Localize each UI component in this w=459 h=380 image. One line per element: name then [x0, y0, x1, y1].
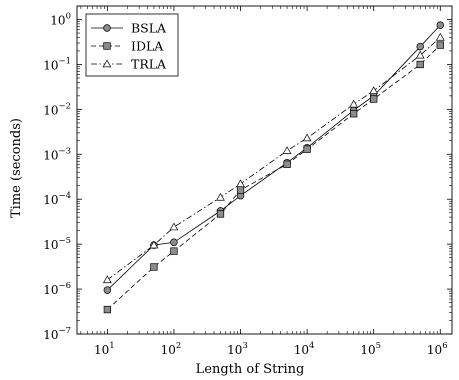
y-tick-base: 10: [43, 58, 58, 72]
x-tick-exponent: 3: [242, 341, 247, 351]
series-idla: [103, 41, 444, 314]
data-point: [436, 21, 445, 29]
series-trla: [102, 32, 445, 284]
y-tick-exponent: 0: [66, 12, 71, 22]
data-point: [349, 110, 358, 118]
legend-item: TRLA: [91, 57, 167, 72]
data-point: [370, 95, 378, 103]
x-tick-label: 106: [427, 341, 448, 357]
y-tick-exponent: −1: [58, 56, 71, 66]
x-tick-label: 102: [161, 341, 182, 357]
y-tick-base: 10: [50, 14, 65, 28]
y-tick-base: 10: [43, 238, 58, 252]
x-tick-base: 10: [427, 343, 442, 357]
legend-item: BSLA: [91, 21, 167, 36]
y-tick-base: 10: [43, 103, 58, 117]
x-axis-label: Length of String: [196, 362, 305, 377]
y-tick-exponent: −5: [58, 236, 71, 246]
y-tick-base: 10: [43, 193, 58, 207]
data-point: [150, 263, 158, 271]
data-point: [436, 41, 444, 49]
data-point: [149, 240, 159, 249]
y-tick-label: 10−2: [43, 101, 71, 117]
y-tick-exponent: −3: [58, 146, 71, 156]
y-tick-label: 10−7: [43, 326, 71, 342]
y-tick-exponent: −7: [58, 326, 71, 336]
data-point: [416, 60, 424, 69]
plot-area: [102, 21, 445, 314]
x-tick-base: 10: [360, 343, 375, 357]
y-tick-label: 10−4: [43, 191, 71, 207]
data-point: [216, 210, 225, 218]
data-point: [170, 247, 178, 255]
data-point: [349, 99, 359, 108]
x-tick-exponent: 4: [309, 341, 314, 351]
axis-ticks: 101 102 103 104 105 10610−710−610−510−410−310…: [43, 5, 452, 357]
x-tick-base: 10: [161, 343, 176, 357]
legend-item: IDLA: [91, 39, 164, 54]
data-point: [103, 305, 112, 314]
x-tick-base: 10: [227, 343, 242, 357]
x-tick-exponent: 2: [176, 341, 181, 351]
data-point: [216, 192, 225, 201]
x-tick-exponent: 1: [109, 341, 114, 351]
x-tick-label: 101: [94, 341, 115, 357]
y-tick-base: 10: [43, 283, 58, 297]
legend-label: BSLA: [131, 21, 167, 36]
data-point: [283, 160, 291, 168]
y-tick-base: 10: [43, 328, 58, 342]
y-tick-label: 10−6: [43, 281, 71, 297]
data-point: [103, 286, 112, 294]
plot-frame: [76, 5, 453, 335]
y-tick-exponent: −2: [58, 101, 71, 111]
y-axis-label: Time (seconds): [9, 118, 24, 218]
legend-marker: [103, 24, 111, 32]
data-point: [169, 222, 179, 231]
legend: BSLA IDLA TRLA: [85, 13, 179, 77]
x-tick-base: 10: [94, 343, 109, 357]
data-point: [415, 50, 425, 59]
data-point: [416, 42, 424, 51]
data-point: [236, 179, 245, 188]
legend-marker: [102, 59, 112, 68]
y-tick-base: 10: [43, 148, 58, 162]
legend-label: TRLA: [131, 57, 167, 72]
y-tick-label: 10−5: [43, 236, 71, 252]
data-point: [302, 133, 312, 142]
data-point: [303, 145, 311, 153]
legend-marker: [103, 42, 111, 50]
x-tick-label: 103: [227, 341, 248, 357]
x-tick-base: 10: [294, 343, 309, 357]
x-tick-exponent: 5: [376, 341, 381, 351]
data-point: [282, 146, 292, 154]
y-tick-label: 10−1: [43, 56, 71, 72]
y-tick-label: 10−3: [43, 146, 71, 162]
y-tick-exponent: −4: [58, 191, 71, 201]
x-tick-label: 104: [294, 341, 315, 357]
data-point: [435, 32, 445, 41]
data-point: [236, 186, 245, 194]
y-tick-label: 100: [50, 12, 71, 28]
data-point: [170, 238, 178, 247]
legend-box: [85, 13, 179, 77]
data-point: [102, 275, 112, 284]
legend-label: IDLA: [131, 39, 164, 54]
data-point: [369, 86, 379, 94]
x-tick-exponent: 6: [442, 341, 447, 351]
x-tick-label: 105: [360, 341, 381, 357]
y-tick-exponent: −6: [58, 281, 71, 291]
